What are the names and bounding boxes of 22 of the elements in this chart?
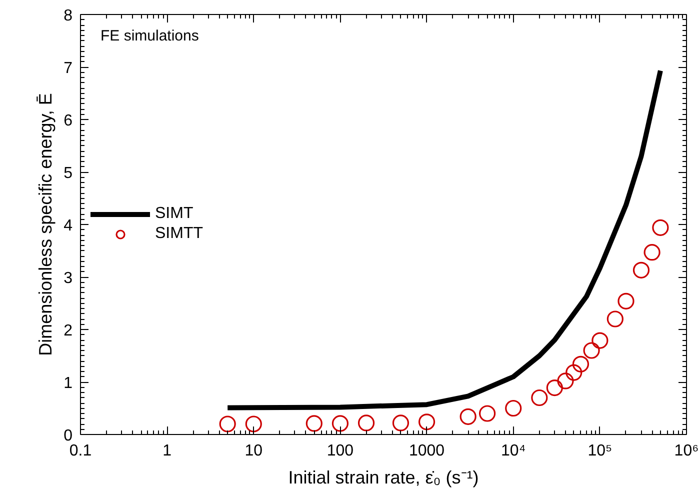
- y-tick-label: 3: [64, 270, 73, 287]
- x-tick-label: 0.1: [69, 442, 92, 460]
- x-tick-label: 10⁴: [501, 442, 526, 460]
- y-tick-label: 7: [64, 60, 73, 77]
- y-tick-label: 5: [64, 165, 73, 182]
- x-tick-label: 1: [162, 442, 172, 460]
- x-tick-label: 10⁶: [674, 442, 699, 460]
- y-axis-title: Dimensionless specific energy, Ē: [36, 93, 56, 356]
- x-tick-label: 10: [244, 442, 263, 460]
- y-tick-label: 2: [64, 322, 73, 340]
- y-tick-label: 1: [64, 375, 73, 392]
- y-tick-label: 0: [64, 428, 73, 444]
- x-tick-label: 100: [326, 442, 354, 460]
- annotation: FE simulations: [100, 28, 199, 44]
- x-tick-label: 1000: [408, 442, 445, 460]
- x-tick-label: 10⁵: [588, 442, 612, 460]
- y-tick-label: 4: [64, 218, 73, 234]
- y-tick-label: 6: [64, 112, 73, 130]
- legend-label: SIMT: [155, 205, 194, 223]
- y-tick-label: 8: [64, 8, 73, 24]
- x-axis-title: Initial strain rate, ε̇₀ (s⁻¹): [288, 468, 479, 488]
- legend-label: SIMTT: [155, 225, 203, 243]
